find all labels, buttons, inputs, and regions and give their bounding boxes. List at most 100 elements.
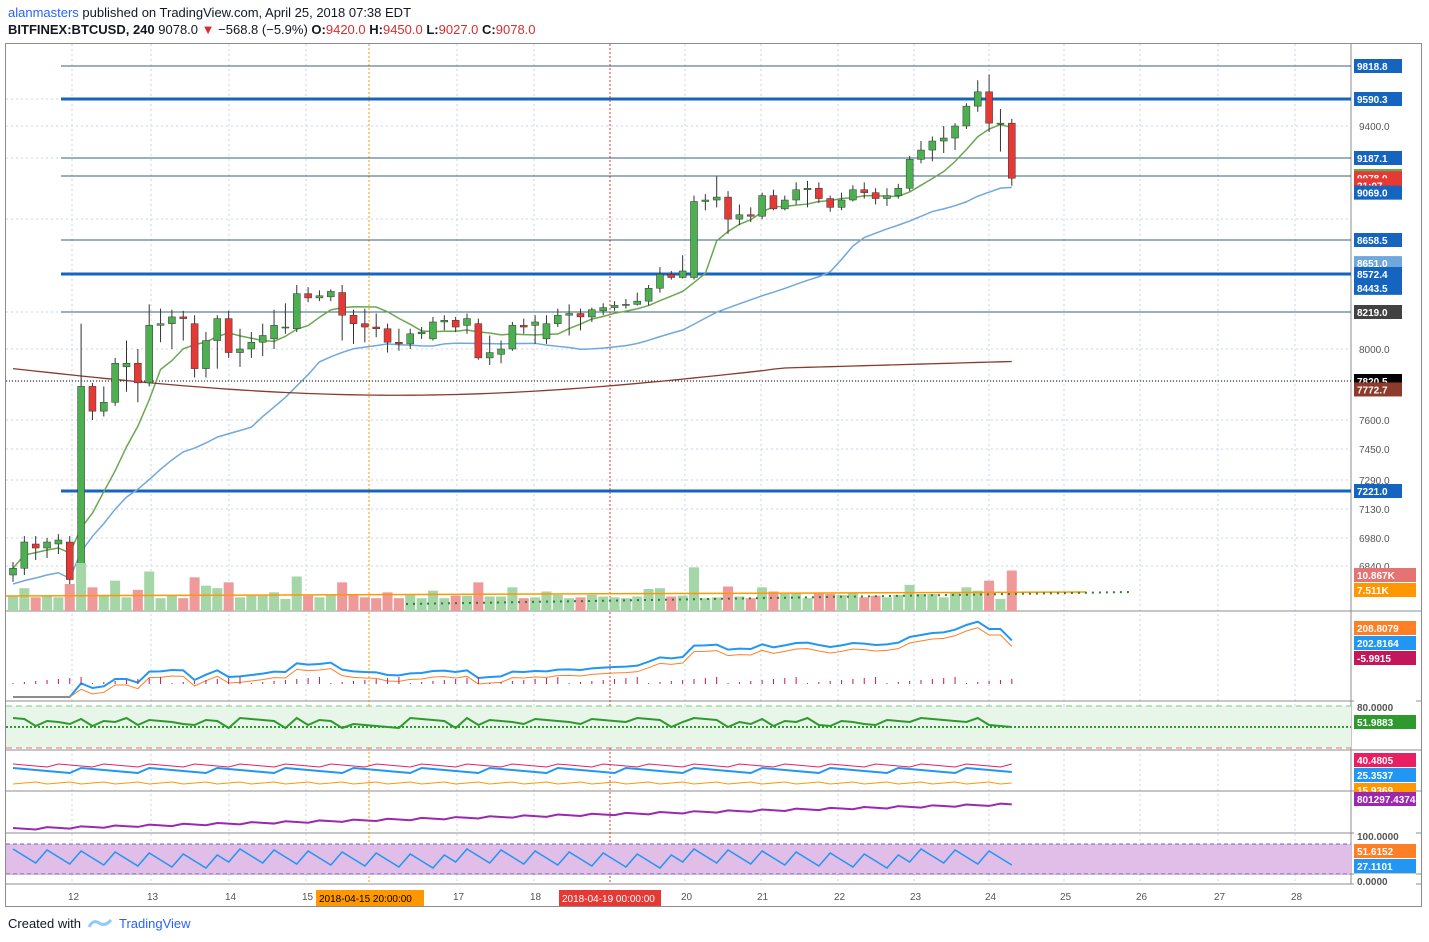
chart-header: alanmasters published on TradingView.com… [8,4,536,38]
volume-bar [269,592,280,611]
volume-bar [700,598,711,611]
macd-label: 202.8164 [1357,639,1399,650]
volume-bar [972,590,983,611]
x-tick-label: 24 [985,892,997,903]
dmi-label-bg [1354,753,1416,767]
candle-body [134,363,142,384]
x-tick-label: 25 [1060,892,1072,903]
tradingview-link[interactable]: TradingView [118,916,191,931]
price-label: 9069.0 [1357,189,1388,200]
candle-body [338,292,346,316]
candle-body [826,198,834,208]
volume-bar [586,594,597,611]
candle-body [576,313,585,318]
volume-bar [711,597,722,611]
rsi-label: 0.0000 [1357,877,1388,888]
volume-bar [802,598,813,611]
price-label: 7772.7 [1357,385,1388,396]
candle-body [599,307,607,312]
volume-bar [927,594,938,611]
price-label-bg [1354,59,1402,73]
volume-bar [881,597,892,611]
macd-label: -5.9915 [1357,654,1391,665]
author-link[interactable]: alanmasters [8,5,79,20]
volume-bar [64,584,75,611]
volume-bar [405,594,416,611]
open-label: O: [311,22,326,37]
tradingview-logo-icon [87,918,113,928]
macd-label-bg [1354,636,1416,650]
last-price: 9078.0 [158,22,199,37]
volume-bar [8,596,18,611]
volume-bar [439,598,450,611]
price-label: 7221.0 [1357,487,1388,498]
candle-body [962,105,971,127]
price-label-bg [1354,233,1402,247]
candle-body [815,187,823,199]
candle-body [894,187,903,196]
dmi-minus-line [12,763,1012,768]
volume-bar [53,597,64,611]
candle-body [145,325,153,384]
volume-bar [552,594,563,611]
candle-body [803,187,812,190]
close-label: C: [482,22,496,37]
rsi-label: 27.1101 [1357,862,1393,873]
volume-bar [42,596,53,611]
candle-body [406,333,414,345]
x-tick-label: 26 [1136,892,1148,903]
x-highlight-bg [316,890,424,906]
rsi-label-bg [1354,859,1416,873]
volume-bar [836,594,847,611]
volume-bar [904,584,915,611]
candle-body [66,541,74,580]
candle-body [690,201,698,278]
price-label: 9187.1 [1357,154,1388,165]
y-tick-label: 7450.0 [1359,445,1390,456]
volume-bar [427,590,438,611]
volume-bar [382,592,393,611]
candle-body [678,270,687,278]
volume-bar [30,597,41,611]
symbol-label: BITFINEX:BTCUSD, 240 [8,22,155,37]
candle-body [77,386,85,576]
volume-bar [575,597,586,611]
open-value: 9420.0 [325,22,366,37]
high-value: 9450.0 [382,22,423,37]
macd-label-bg [1354,651,1416,665]
chart-frame[interactable]: 9818.89590.39187.19093.19078.021:079069.… [5,43,1422,907]
candle-body [190,323,199,369]
price-label-bg [1354,305,1402,319]
volume-bar [609,597,620,611]
volume-bar [189,577,200,611]
candle-body [417,331,426,335]
price-chart[interactable]: 9818.89590.39187.19093.19078.021:079069.… [5,44,1421,906]
volume-bar [779,594,790,611]
rsi-label-bg [1354,874,1416,888]
volume-bar [473,582,484,611]
candle-body [304,293,312,299]
volume-bar [462,595,472,611]
volume-bar [144,571,155,611]
volume-bar [825,594,836,611]
macd-label: 208.8079 [1357,624,1399,635]
candle-body [111,363,119,403]
candle-body [463,318,471,326]
macd-line [13,620,1013,698]
low-label: L: [426,22,439,37]
volume-bar [938,597,949,611]
price-label: 9590.3 [1357,95,1388,106]
candle-body [497,348,505,355]
volume-bar [995,599,1006,611]
dmi-label: 25.3537 [1357,771,1394,782]
price-label-bg [1354,256,1402,271]
dmi-label: 40.4805 [1357,756,1394,767]
volume-bar [212,588,223,611]
volume-bar [235,597,245,611]
x-tick-label: 22 [834,892,846,903]
volume-bar [98,594,109,611]
price-label-bg [1354,267,1402,281]
y-tick-label: 9400.0 [1359,122,1390,133]
candle-body [633,300,641,305]
candle-body [168,316,176,324]
